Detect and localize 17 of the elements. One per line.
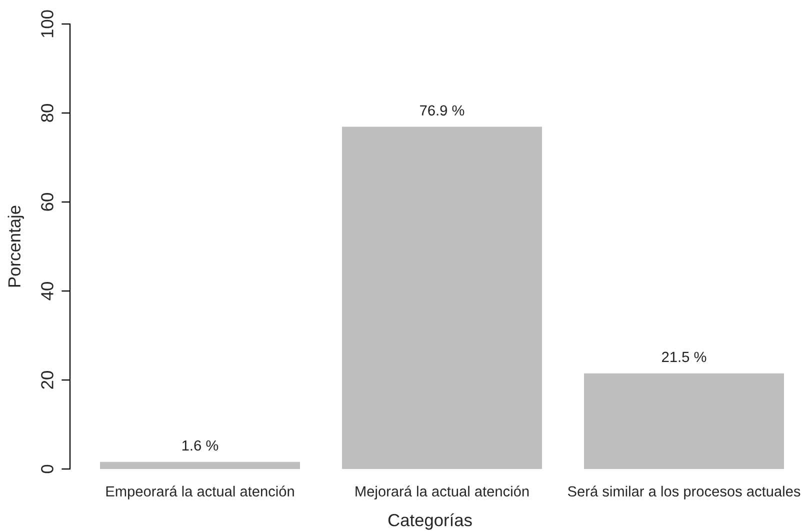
y-tick-label: 20 [41,371,54,389]
y-tick-label: 0 [41,464,54,474]
y-tick-label: 40 [41,282,54,300]
data-label: 1.6 % [182,440,218,451]
y-tick-label: 80 [41,104,54,122]
x-axis-title: Categorías [388,513,472,530]
y-tick-label: 100 [41,10,54,38]
bar [584,373,784,469]
data-label: 76.9 % [420,105,464,116]
x-tick-label: Mejorará la actual atención [356,486,529,500]
x-tick-label: Empeorará la actual atención [106,486,294,500]
y-tick-label: 60 [41,193,54,211]
data-label: 21.5 % [662,352,706,362]
y-axis-title: Porcentaje [8,206,24,287]
x-tick-label: Será similar a los procesos actuales [568,486,800,500]
bar [342,126,542,469]
bar [100,462,300,469]
